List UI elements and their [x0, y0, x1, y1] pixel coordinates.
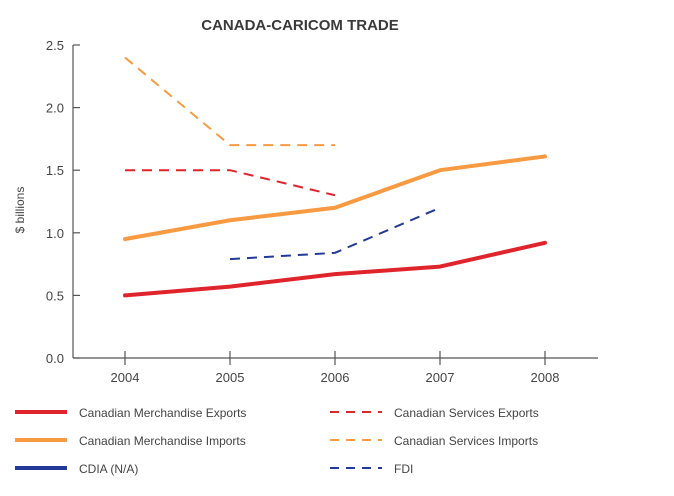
- legend-label: Canadian Services Exports: [394, 406, 539, 420]
- chart-title: CANADA-CARICOM TRADE: [201, 17, 398, 34]
- y-tick-label: 1.0: [46, 226, 64, 241]
- legend-label: Canadian Merchandise Imports: [79, 434, 246, 448]
- legend-label: FDI: [394, 462, 413, 476]
- y-axis-label: $ billions: [13, 187, 27, 234]
- series-line-1: [123, 154, 547, 242]
- x-tick-label: 2005: [216, 370, 245, 385]
- x-ticks: 2004 2005 2006 2007 2008: [111, 351, 560, 385]
- x-tick-label: 2008: [531, 370, 560, 385]
- series-line-5: [229, 206, 441, 261]
- x-tick-label: 2004: [111, 370, 140, 385]
- series-line-0: [123, 240, 547, 298]
- x-tick-label: 2006: [321, 370, 350, 385]
- x-tick-label: 2007: [426, 370, 455, 385]
- y-tick-label: 2.0: [46, 101, 64, 116]
- y-tick-label: 1.5: [46, 163, 64, 178]
- y-ticks: 0.0 0.5 1.0 1.5 2.0 2.5: [46, 38, 80, 366]
- series-line-3: [125, 169, 336, 197]
- y-tick-label: 0.0: [46, 351, 64, 366]
- series-line-4: [124, 56, 335, 147]
- y-tick-label: 2.5: [46, 38, 64, 53]
- y-tick-label: 0.5: [46, 288, 64, 303]
- series-lines: [123, 56, 547, 298]
- legend-label: Canadian Merchandise Exports: [79, 406, 246, 420]
- legend-label: Canadian Services Imports: [394, 434, 538, 448]
- legend-label: CDIA (N/A): [79, 462, 138, 476]
- legend: Canadian Merchandise Exports Canadian Mer…: [15, 406, 539, 476]
